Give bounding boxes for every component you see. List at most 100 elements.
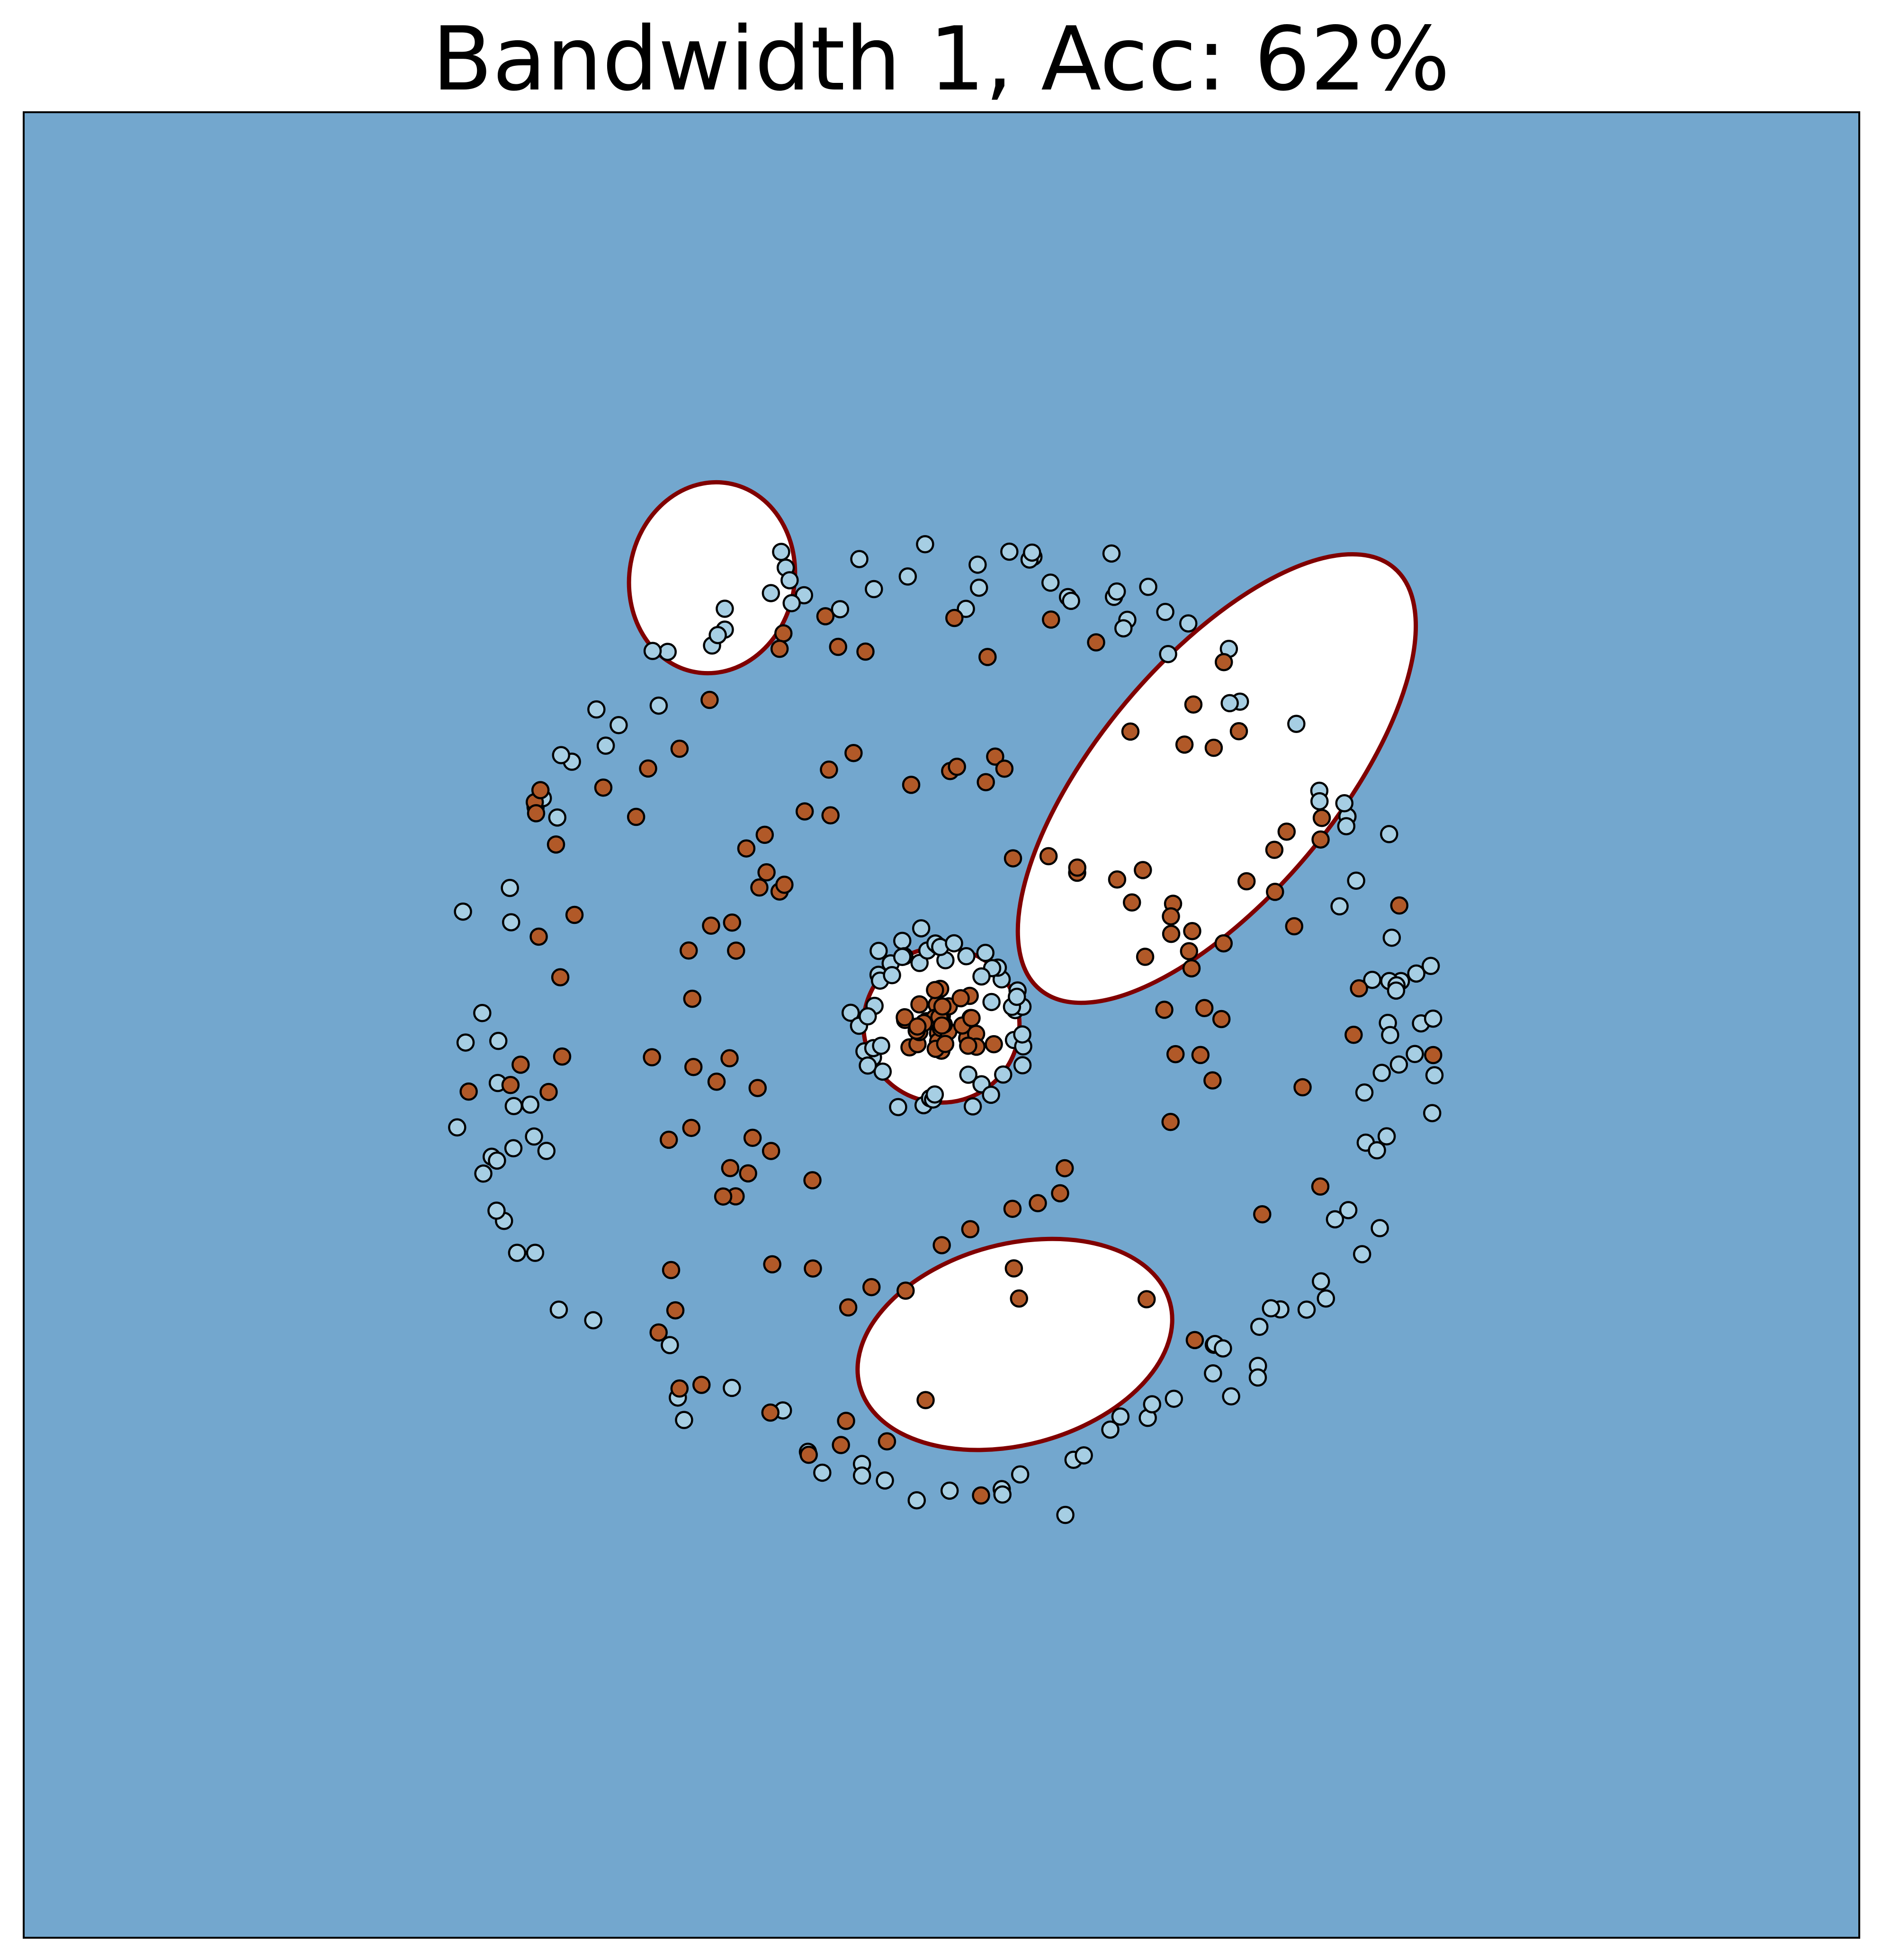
scatter-point-class-0 xyxy=(716,600,734,618)
scatter-point-class-0 xyxy=(1389,1055,1408,1074)
scatter-point-class-1 xyxy=(739,1164,757,1183)
scatter-point-class-1 xyxy=(594,778,613,797)
scatter-point-class-1 xyxy=(1214,934,1233,953)
scatter-point-class-1 xyxy=(1161,1113,1180,1131)
scatter-point-class-1 xyxy=(750,878,769,897)
scatter-point-class-0 xyxy=(1363,970,1381,989)
scatter-point-class-0 xyxy=(1111,1407,1130,1426)
scatter-point-class-1 xyxy=(820,761,838,779)
scatter-point-class-1 xyxy=(1185,1331,1204,1350)
scatter-point-class-0 xyxy=(508,1244,527,1262)
scatter-point-class-1 xyxy=(666,1301,685,1320)
scatter-point-class-1 xyxy=(878,1432,896,1451)
scatter-point-class-0 xyxy=(898,567,917,586)
scatter-point-class-0 xyxy=(1056,1505,1075,1524)
scatter-point-class-0 xyxy=(501,878,519,897)
scatter-point-class-1 xyxy=(916,1391,935,1409)
scatter-point-class-0 xyxy=(723,1378,741,1397)
scatter-point-class-1 xyxy=(529,927,548,946)
scatter-point-class-1 xyxy=(896,1008,914,1027)
scatter-point-class-0 xyxy=(1220,694,1239,713)
scatter-point-class-1 xyxy=(1134,861,1152,879)
scatter-point-class-0 xyxy=(526,1244,545,1262)
scatter-point-class-1 xyxy=(1051,1184,1069,1203)
scatter-point-class-1 xyxy=(795,802,814,821)
scatter-point-class-0 xyxy=(473,1004,492,1022)
scatter-point-class-0 xyxy=(456,1033,475,1052)
scatter-point-class-0 xyxy=(649,696,668,715)
scatter-point-class-0 xyxy=(1159,644,1177,663)
scatter-point-class-0 xyxy=(1222,1387,1240,1406)
scatter-point-class-0 xyxy=(1143,1395,1162,1414)
scatter-point-class-1 xyxy=(1183,922,1201,940)
scatter-point-class-1 xyxy=(1039,847,1058,866)
scatter-point-class-1 xyxy=(1166,1045,1185,1064)
scatter-point-class-0 xyxy=(883,966,901,984)
scatter-point-class-0 xyxy=(1101,1420,1120,1439)
scatter-point-class-0 xyxy=(1214,1339,1232,1358)
scatter-point-class-0 xyxy=(1310,792,1329,811)
scatter-point-class-1 xyxy=(775,876,794,894)
decision-region-2 xyxy=(627,480,798,676)
scatter-point-class-0 xyxy=(982,1085,1000,1104)
scatter-point-class-0 xyxy=(552,746,571,764)
scatter-point-class-1 xyxy=(770,639,789,658)
scatter-point-class-1 xyxy=(1350,979,1368,998)
scatter-point-class-1 xyxy=(1390,896,1408,915)
scatter-point-class-0 xyxy=(1406,1045,1424,1064)
scatter-point-class-1 xyxy=(1155,1001,1174,1019)
scatter-point-class-1 xyxy=(948,758,966,776)
scatter-point-class-1 xyxy=(702,916,720,935)
scatter-point-class-0 xyxy=(1381,1026,1399,1044)
scatter-point-class-1 xyxy=(727,941,745,960)
scatter-point-class-0 xyxy=(1339,1201,1358,1219)
scatter-point-class-0 xyxy=(1165,1389,1183,1408)
scatter-point-class-1 xyxy=(933,997,952,1016)
scatter-point-class-0 xyxy=(1317,1289,1335,1308)
scatter-point-class-0 xyxy=(521,1095,540,1114)
scatter-point-class-1 xyxy=(1195,999,1214,1017)
scatter-point-class-1 xyxy=(1055,1159,1074,1178)
scatter-point-class-1 xyxy=(1029,1194,1047,1213)
scatter-point-class-1 xyxy=(986,747,1004,766)
scatter-point-class-1 xyxy=(1312,809,1331,827)
data-points xyxy=(448,535,1444,1524)
scatter-point-class-1 xyxy=(972,1486,990,1505)
scatter-point-class-0 xyxy=(1011,1465,1030,1484)
scatter-point-class-0 xyxy=(1368,1141,1386,1160)
scatter-point-class-1 xyxy=(926,981,944,999)
scatter-point-class-1 xyxy=(721,1159,740,1177)
scatter-point-class-1 xyxy=(1042,610,1060,629)
scatter-point-class-0 xyxy=(1156,603,1174,621)
scatter-point-class-0 xyxy=(780,571,799,590)
scatter-point-class-1 xyxy=(985,1035,1003,1054)
scatter-point-class-0 xyxy=(1075,1446,1093,1465)
scatter-point-class-0 xyxy=(1423,1104,1442,1122)
scatter-point-class-0 xyxy=(782,594,801,612)
scatter-point-class-1 xyxy=(627,807,645,826)
scatter-point-class-1 xyxy=(757,863,776,882)
scatter-point-class-1 xyxy=(1184,695,1203,714)
scatter-point-class-1 xyxy=(527,804,546,823)
scatter-point-class-0 xyxy=(907,1491,926,1510)
scatter-point-class-1 xyxy=(662,1261,681,1280)
scatter-point-class-0 xyxy=(454,902,472,921)
scatter-point-class-1 xyxy=(837,1412,855,1430)
scatter-point-class-1 xyxy=(1137,1290,1156,1308)
scatter-point-class-0 xyxy=(488,1151,506,1170)
scatter-point-class-0 xyxy=(708,626,727,644)
scatter-point-class-1 xyxy=(761,1403,780,1422)
scatter-point-class-1 xyxy=(910,995,929,1014)
scatter-point-class-0 xyxy=(1114,619,1133,638)
scatter-point-class-1 xyxy=(680,941,698,960)
scatter-point-class-1 xyxy=(978,648,997,666)
scatter-point-class-1 xyxy=(1311,830,1330,849)
scatter-point-class-1 xyxy=(977,773,995,791)
decision-region-4 xyxy=(855,1236,1174,1452)
scatter-point-class-0 xyxy=(504,1097,523,1115)
scatter-point-class-0 xyxy=(1407,964,1425,983)
scatter-point-class-1 xyxy=(763,1255,781,1274)
chart-title: Bandwidth 1, Acc: 62% xyxy=(432,8,1450,110)
scatter-point-class-1 xyxy=(649,1323,668,1342)
scatter-point-class-1 xyxy=(829,637,847,656)
